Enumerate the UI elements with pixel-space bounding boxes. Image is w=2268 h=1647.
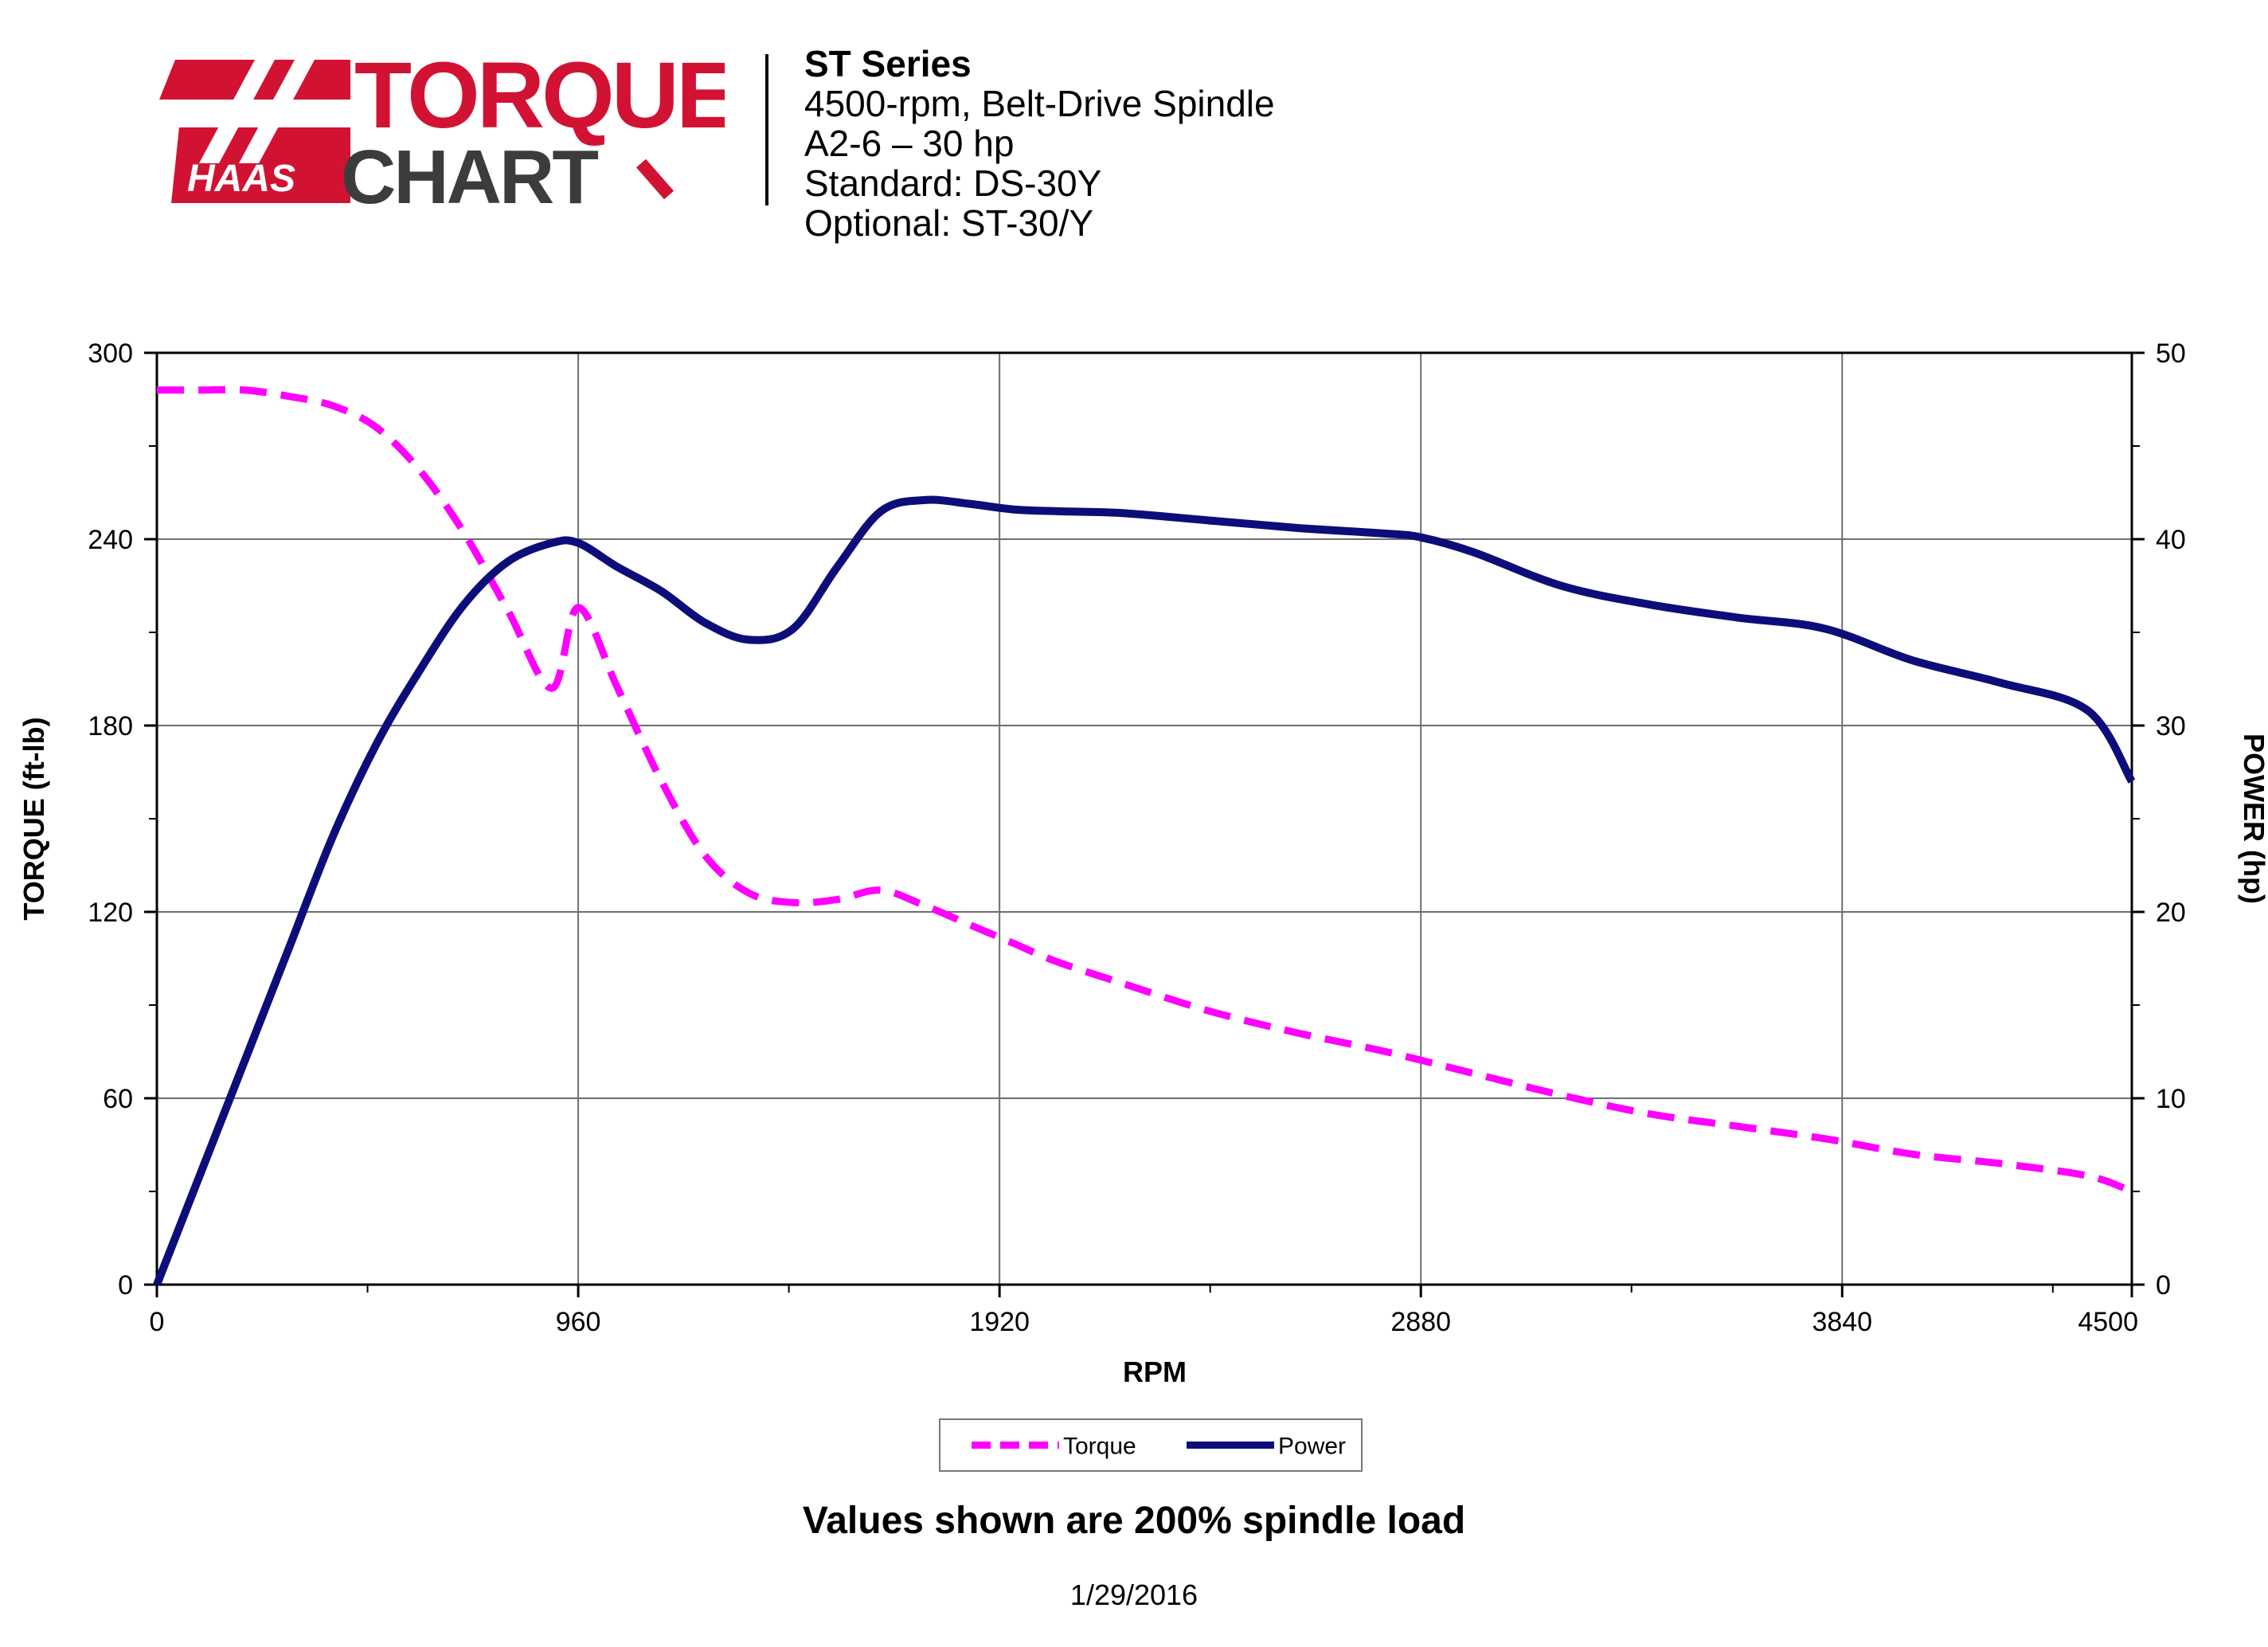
data-series [153,385,2136,1286]
series-line-torque [157,385,2133,1195]
logo-stroke-2 [239,60,315,163]
right-axis-label: POWER (hp) [2238,734,2268,904]
y-tick-label-right: 40 [2156,525,2186,555]
logo-line2-text: CHART [341,135,598,215]
spindle-nose-power: A2-6 – 30 hp [804,123,1015,164]
x-tick-label: 2880 [1390,1307,1451,1337]
x-tick-label: 1920 [969,1307,1030,1337]
spindle-load-note: Values shown are 200% spindle load [802,1500,1466,1542]
spindle-description: 4500-rpm, Belt-Drive Spindle [804,83,1275,124]
legend: Torque Power [939,1418,1363,1472]
y-tick-label-left: 120 [88,898,133,928]
logo-line1-text: TORQUE [354,44,725,148]
legend-label-power: Power [1278,1434,1346,1460]
grid-lines [157,352,2132,1285]
y-tick-label-left: 60 [103,1084,133,1114]
series-name: ST Series [804,43,972,84]
legend-label-torque: Torque [1063,1434,1136,1460]
axis-ticks [144,351,2145,1297]
x-axis-label: RPM [1123,1356,1187,1388]
left-axis-label: TORQUE (ft-lb) [18,717,50,920]
standard-model: Standard: DS-30Y [804,162,1102,204]
haas-torque-chart-logo: HAAS TORQUE CHART [159,44,725,215]
x-tick-label: 4500 [2078,1307,2138,1337]
header-divider [765,54,768,205]
x-tick-label: 960 [556,1307,601,1337]
y-tick-label-left: 240 [88,525,133,555]
y-tick-label-right: 50 [2156,338,2186,369]
chart-header: ST Series 4500-rpm, Belt-Drive Spindle A… [804,44,1275,243]
y-tick-label-right: 10 [2156,1084,2186,1114]
y-tick-label-left: 0 [118,1270,133,1301]
optional-model: Optional: ST-30/Y [804,202,1094,244]
logo-magnifier-handle [635,158,675,200]
logo-stroke-1 [199,60,275,163]
logo-brand-text: HAAS [187,158,295,200]
y-tick-label-left: 180 [88,711,133,741]
series-line-power [153,495,2136,1286]
plot-frame [155,351,2133,1286]
x-tick-label: 3840 [1812,1307,1872,1337]
y-tick-label-right: 20 [2156,898,2186,928]
y-tick-label-left: 300 [88,338,133,369]
chart-date: 1/29/2016 [1069,1579,1199,1611]
y-tick-label-right: 30 [2156,711,2186,741]
y-tick-label-right: 0 [2156,1270,2171,1301]
x-tick-label: 0 [150,1307,165,1337]
